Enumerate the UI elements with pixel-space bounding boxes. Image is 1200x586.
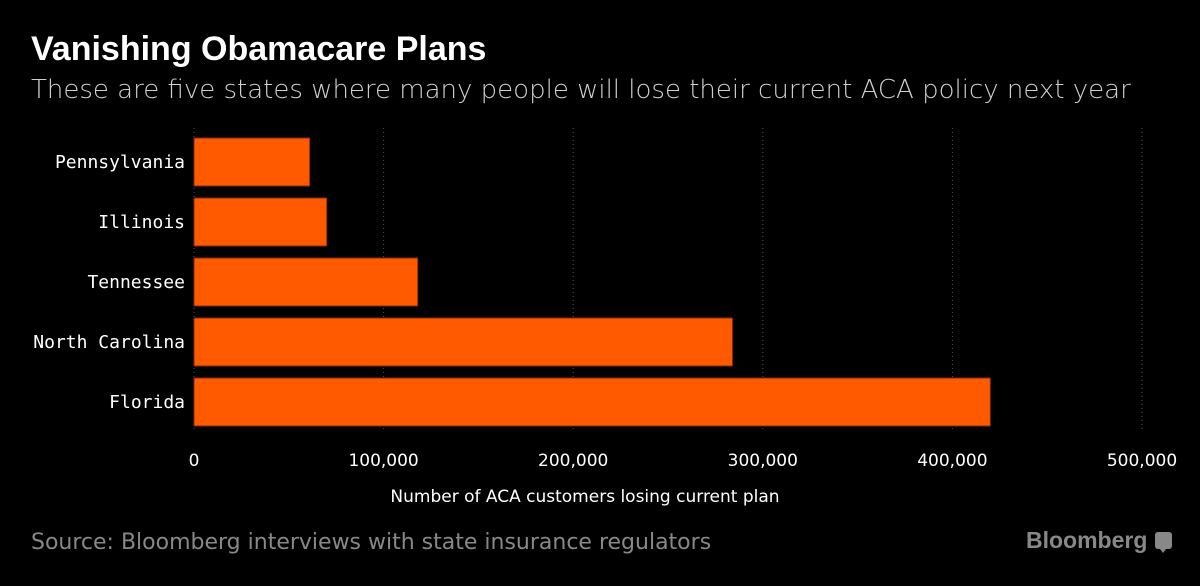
- x-tick-label: 300,000: [728, 451, 798, 471]
- x-tick-label: 200,000: [538, 451, 608, 471]
- bar-north-carolina: [193, 317, 733, 367]
- x-tick-label: 0: [189, 451, 200, 471]
- bloomberg-logo: Bloomberg: [1026, 527, 1173, 554]
- bloomberg-chart-icon: [1155, 532, 1173, 553]
- category-label: Pennsylvania: [55, 152, 185, 173]
- bar-pennsylvania: [193, 137, 311, 187]
- x-tick-label: 400,000: [917, 451, 987, 471]
- bar-florida: [193, 377, 991, 427]
- category-label: Illinois: [98, 212, 185, 233]
- x-axis-label: Number of ACA customers losing current p…: [390, 487, 779, 507]
- bar-tennessee: [193, 257, 419, 307]
- bar-illinois: [193, 197, 328, 247]
- category-label: Tennessee: [87, 272, 185, 293]
- category-label: Florida: [109, 392, 185, 413]
- category-label: North Carolina: [33, 332, 185, 353]
- source-note: Source: Bloomberg interviews with state …: [31, 530, 712, 555]
- chart-subtitle: These are five states where many people …: [31, 75, 1131, 105]
- x-tick-label: 100,000: [348, 451, 418, 471]
- x-tick-label: 500,000: [1107, 451, 1177, 471]
- logo-text: Bloomberg: [1026, 527, 1148, 553]
- chart-title: Vanishing Obamacare Plans: [31, 30, 487, 68]
